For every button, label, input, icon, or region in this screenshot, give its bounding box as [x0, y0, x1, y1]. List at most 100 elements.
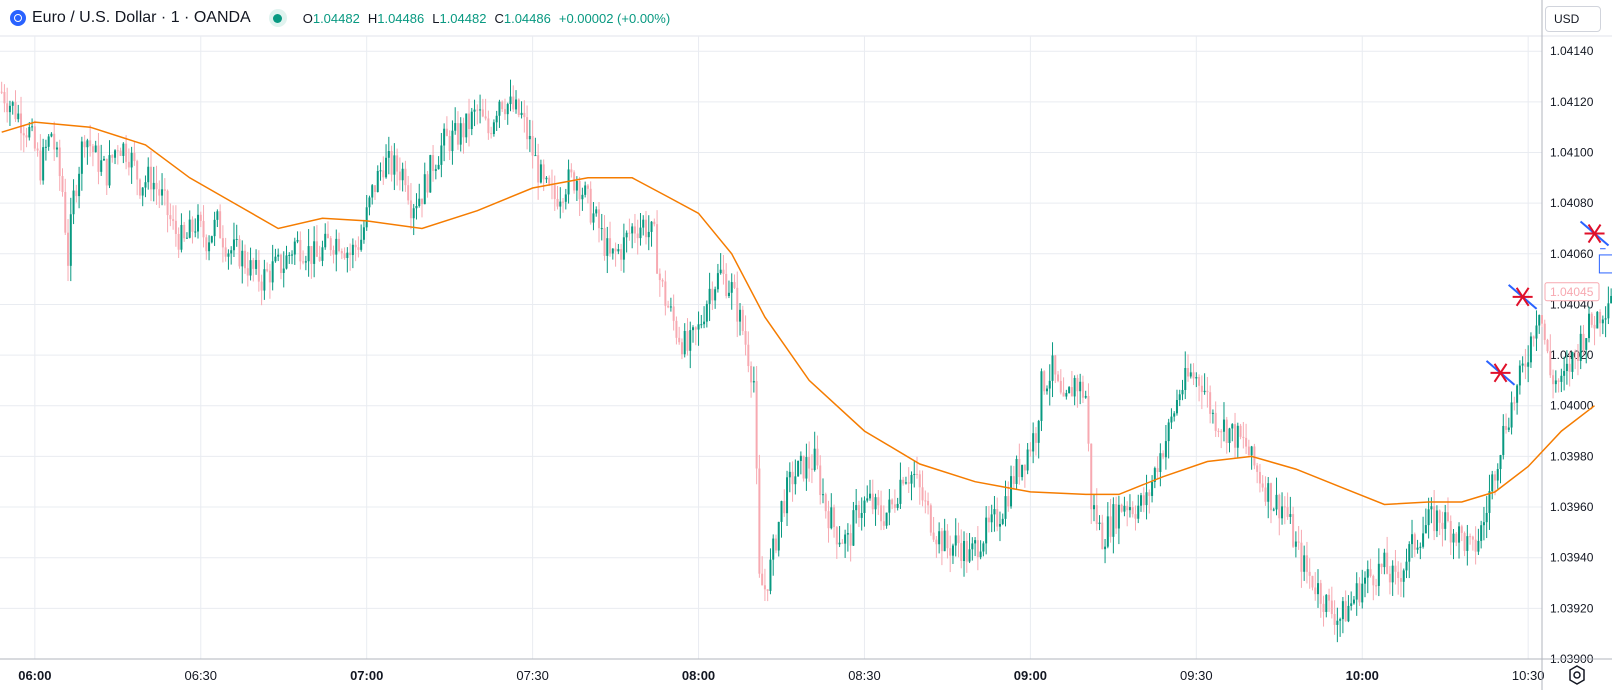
candle	[44, 139, 47, 161]
candle	[559, 187, 562, 219]
candle-body	[462, 123, 465, 138]
candle	[791, 461, 794, 502]
candle	[700, 314, 703, 329]
candle-body	[1455, 533, 1458, 543]
candle-body	[838, 542, 841, 545]
candle-body	[1093, 505, 1096, 510]
candle-body	[1350, 603, 1353, 606]
candle	[33, 120, 36, 152]
candle	[89, 124, 92, 157]
candle	[1153, 466, 1156, 489]
candle	[1267, 477, 1270, 519]
candle-body	[597, 209, 600, 229]
candle-body	[755, 381, 758, 469]
candle-body	[1402, 570, 1405, 582]
x-tick-label: 06:00	[18, 668, 51, 683]
candle-body	[1081, 381, 1084, 398]
candle	[1424, 508, 1427, 534]
candle	[1231, 423, 1234, 442]
candle	[1128, 494, 1131, 518]
candle	[976, 526, 979, 571]
candle-body	[362, 227, 365, 240]
candle-body	[515, 99, 518, 110]
candle-body	[863, 500, 866, 513]
candle	[1599, 309, 1602, 337]
candle-body	[1128, 507, 1131, 511]
candle-body	[714, 289, 717, 301]
candle	[263, 259, 266, 300]
candle	[846, 523, 849, 552]
candle	[1162, 450, 1165, 460]
candle	[1571, 351, 1574, 379]
candle	[694, 326, 697, 346]
candle-body	[221, 238, 224, 248]
candle-body	[595, 209, 598, 214]
candle	[1206, 376, 1209, 408]
currency-button[interactable]: USD	[1545, 6, 1601, 32]
candle	[169, 203, 172, 227]
candle	[714, 286, 717, 309]
candle-body	[556, 198, 559, 207]
candle	[1090, 443, 1093, 525]
candle-body	[830, 507, 833, 529]
candle-body	[625, 232, 628, 238]
candle-body	[183, 224, 186, 239]
candle	[1485, 496, 1488, 539]
candle-body	[61, 176, 64, 192]
candle	[965, 532, 968, 573]
candle	[1242, 421, 1245, 449]
candle	[1286, 492, 1289, 520]
candle	[1034, 427, 1037, 456]
candle-body	[965, 540, 968, 562]
candle-body	[304, 261, 307, 263]
candle	[393, 143, 396, 191]
candle-body	[1245, 437, 1248, 447]
candle	[562, 198, 565, 213]
candle-body	[219, 211, 222, 239]
candle	[329, 235, 332, 256]
settings-icon[interactable]	[1566, 664, 1588, 686]
candle	[932, 516, 935, 542]
candle	[520, 101, 523, 119]
candle-body	[1192, 372, 1195, 379]
candle-body	[805, 457, 808, 479]
candle	[360, 224, 363, 252]
candle-body	[841, 542, 844, 544]
x-tick-label: 09:30	[1180, 668, 1213, 683]
candle	[797, 460, 800, 477]
candle	[210, 235, 213, 244]
candle-body	[1574, 352, 1577, 354]
candle	[506, 102, 509, 125]
candle-body	[680, 342, 683, 355]
candle-body	[631, 226, 634, 234]
candle-body	[758, 468, 761, 574]
candle	[86, 138, 89, 165]
candle-body	[293, 241, 296, 255]
candle-body	[479, 109, 482, 111]
candle-body	[678, 337, 681, 343]
candle	[636, 219, 639, 255]
candle-body	[976, 540, 979, 558]
candle	[479, 94, 482, 124]
candle-body	[653, 221, 656, 225]
candle-body	[3, 92, 6, 104]
candle	[1576, 344, 1579, 376]
candle	[349, 243, 352, 271]
candle-body	[1582, 333, 1585, 350]
candle	[794, 459, 797, 495]
candle-body	[69, 214, 72, 266]
candle-body	[291, 254, 294, 256]
candle	[736, 271, 739, 338]
candle	[1065, 389, 1068, 400]
candle-body	[459, 123, 462, 145]
candle-body	[1524, 363, 1527, 367]
candle-body	[199, 214, 202, 221]
market-status-icon[interactable]	[268, 9, 287, 27]
candle	[1521, 356, 1524, 373]
candle-body	[321, 247, 324, 261]
candle	[1211, 409, 1214, 424]
symbol-title[interactable]: Euro / U.S. Dollar · 1 · OANDA	[32, 9, 251, 26]
candle	[951, 543, 954, 564]
candle-body	[1488, 491, 1491, 513]
